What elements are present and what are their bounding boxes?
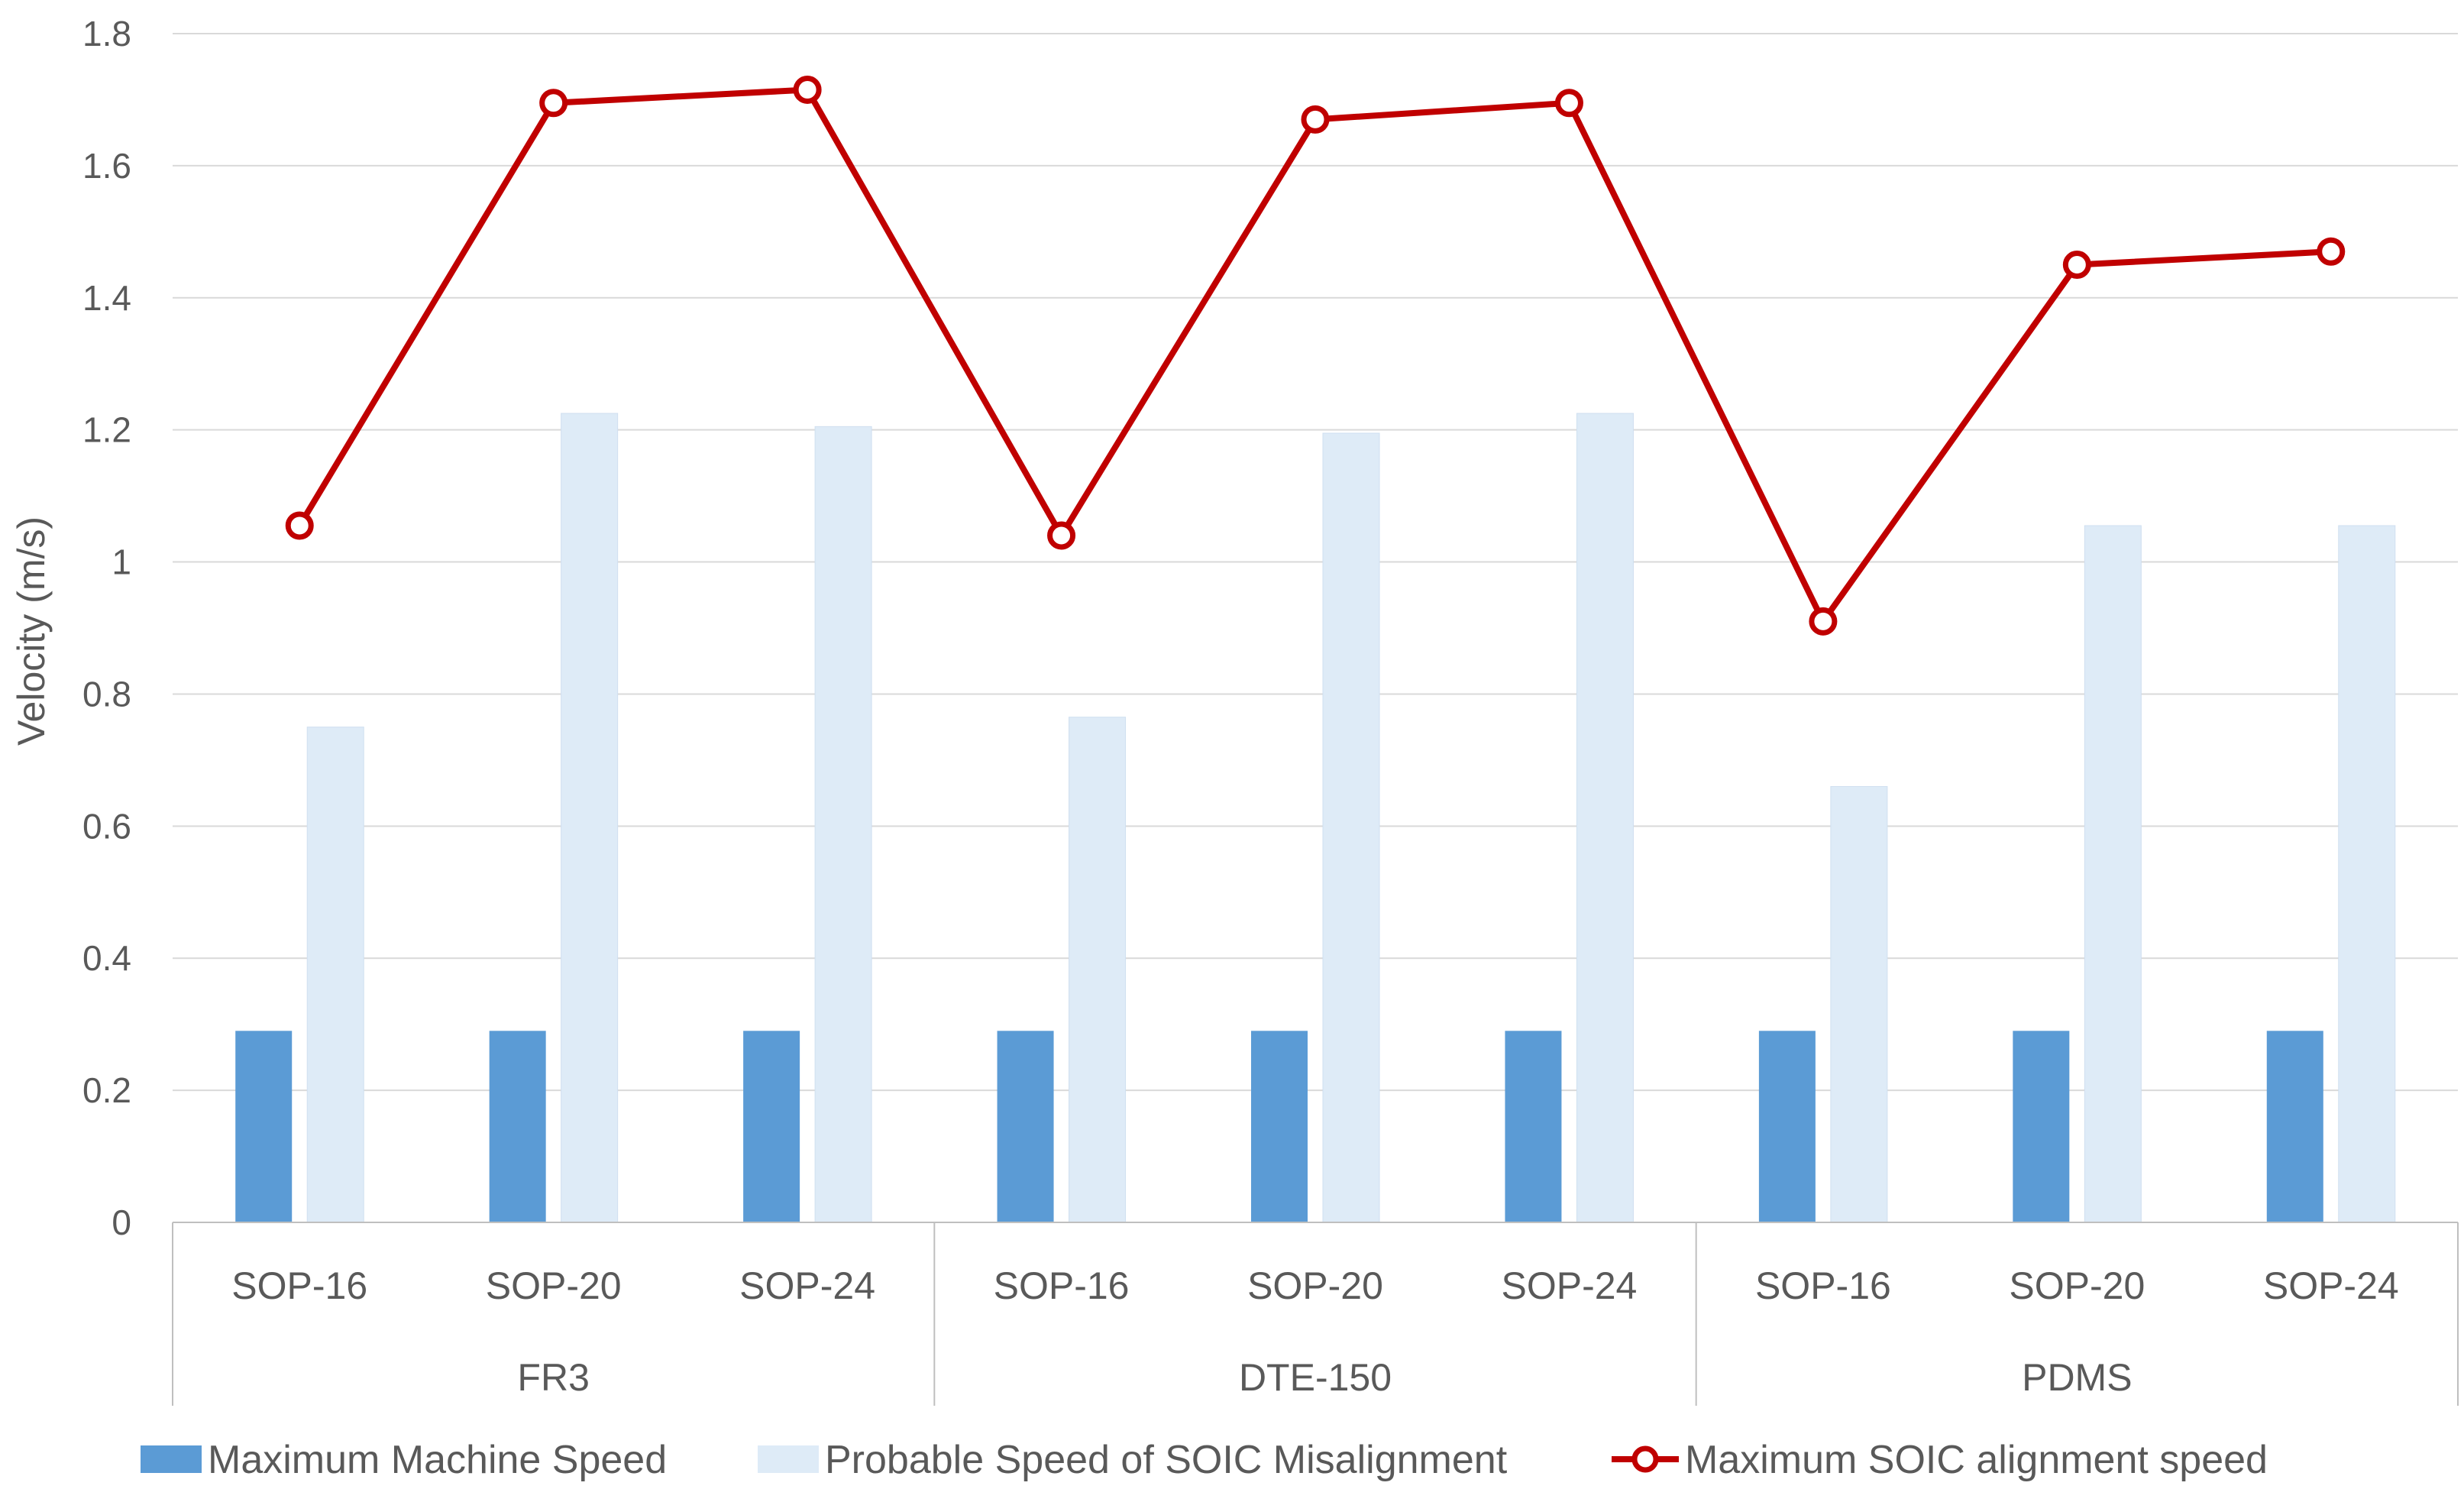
y-tick-label: 1.8	[82, 14, 131, 53]
y-tick-label: 1.2	[82, 410, 131, 450]
bar-maximum-machine-speed	[997, 1031, 1054, 1222]
legend-marker	[1631, 1445, 1659, 1473]
bar-maximum-machine-speed	[2266, 1031, 2323, 1222]
y-axis-label: Velocity (m/s)	[10, 516, 53, 746]
alignment-speed-line	[285, 75, 2346, 636]
line-point	[1047, 521, 1076, 550]
line-point	[1809, 607, 1838, 636]
y-tick-label: 0.4	[82, 938, 131, 978]
x-tick-label: SOP-20	[1247, 1264, 1383, 1307]
y-tick-label: 0.6	[82, 806, 131, 846]
group-label: PDMS	[2022, 1356, 2132, 1399]
line-point	[2317, 237, 2346, 266]
category-axis: SOP-16 SOP-20 SOP-24 SOP-16 SOP-20 SOP-24 SOP-…	[172, 1222, 2459, 1406]
x-tick-label: SOP-16	[994, 1264, 1130, 1307]
y-tick-label: 0	[112, 1203, 131, 1242]
legend: Maximum Machine Speed Probable Speed of S…	[141, 1438, 2268, 1482]
bar-probable-speed-of-soic-misalignment	[1576, 413, 1634, 1223]
line-point	[1301, 105, 1330, 134]
y-tick-label: 1.6	[82, 146, 131, 186]
legend-swatch	[141, 1445, 202, 1473]
y-tick-label: 1	[112, 542, 131, 582]
legend-label: Probable Speed of SOIC Misalignment	[825, 1438, 1508, 1482]
y-axis-ticks: 0 0.2 0.4 0.6 0.8 1 1.2 1.4 1.6 1.8	[82, 14, 131, 1242]
bar-probable-speed-of-soic-misalignment	[1069, 717, 1127, 1223]
bar-probable-speed-of-soic-misalignment	[2338, 525, 2396, 1223]
bars	[235, 413, 2396, 1223]
line-point	[285, 511, 314, 540]
bar-probable-speed-of-soic-misalignment	[1830, 785, 1888, 1223]
bar-maximum-machine-speed	[1758, 1031, 1816, 1222]
bar-probable-speed-of-soic-misalignment	[814, 426, 872, 1223]
bar-maximum-machine-speed	[1505, 1031, 1562, 1222]
bar-probable-speed-of-soic-misalignment	[561, 413, 619, 1223]
bar-maximum-machine-speed	[489, 1031, 546, 1222]
bar-maximum-machine-speed	[235, 1031, 293, 1222]
group-label: FR3	[517, 1356, 589, 1399]
x-tick-label: SOP-16	[231, 1264, 367, 1307]
legend-swatch	[758, 1445, 819, 1473]
line-point	[793, 75, 822, 104]
x-tick-label: SOP-24	[1502, 1264, 1638, 1307]
bar-probable-speed-of-soic-misalignment	[306, 727, 364, 1223]
bar-probable-speed-of-soic-misalignment	[1322, 432, 1380, 1223]
line-point	[539, 89, 568, 118]
gridlines	[173, 33, 2458, 1092]
group-label: DTE-150	[1239, 1356, 1392, 1399]
y-tick-label: 0.2	[82, 1070, 131, 1110]
bar-probable-speed-of-soic-misalignment	[2084, 525, 2142, 1223]
x-tick-label: SOP-20	[486, 1264, 622, 1307]
y-tick-label: 0.8	[82, 674, 131, 714]
x-tick-label: SOP-16	[1755, 1264, 1891, 1307]
x-tick-label: SOP-20	[2009, 1264, 2145, 1307]
legend-label: Maximum SOIC alignment speed	[1685, 1438, 2268, 1482]
y-tick-label: 1.4	[82, 278, 131, 318]
x-tick-label: SOP-24	[2263, 1264, 2399, 1307]
bar-maximum-machine-speed	[1251, 1031, 1308, 1222]
line-point	[1554, 89, 1583, 118]
bar-maximum-machine-speed	[743, 1031, 800, 1222]
x-tick-label: SOP-24	[739, 1264, 875, 1307]
legend-label: Maximum Machine Speed	[208, 1438, 667, 1482]
line-point	[2062, 251, 2091, 280]
bar-maximum-machine-speed	[2013, 1031, 2070, 1222]
